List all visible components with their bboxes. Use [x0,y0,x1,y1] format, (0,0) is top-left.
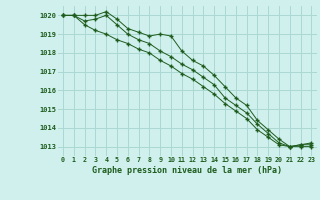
X-axis label: Graphe pression niveau de la mer (hPa): Graphe pression niveau de la mer (hPa) [92,166,282,175]
